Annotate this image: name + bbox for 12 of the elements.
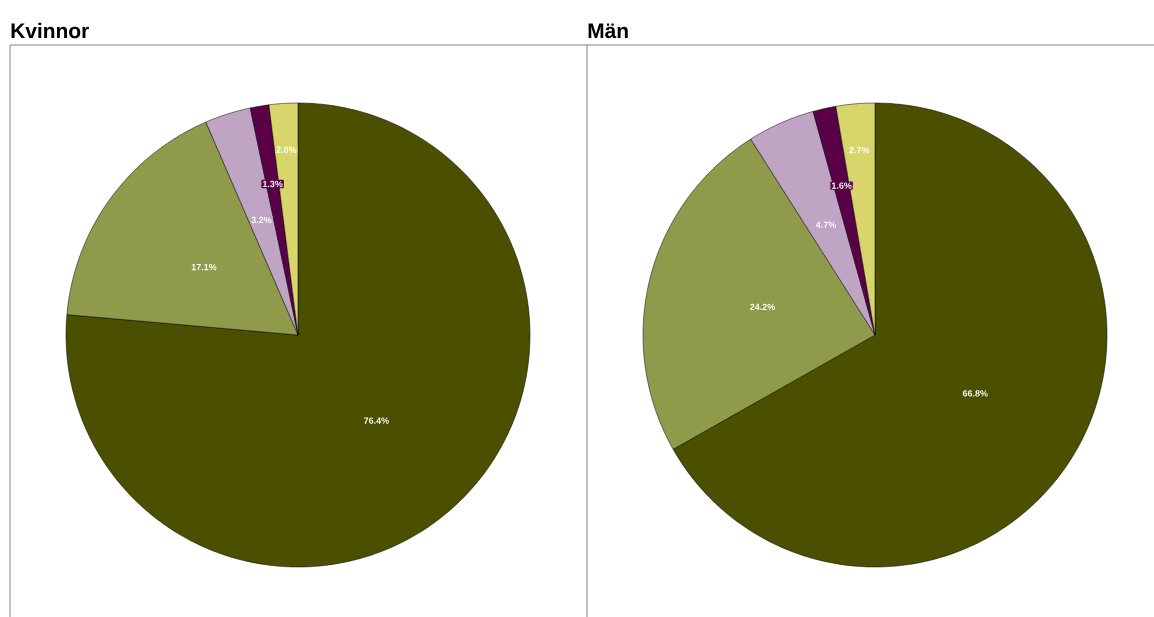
data-label: 1.6% xyxy=(831,182,852,189)
data-label: 17.1% xyxy=(191,263,217,271)
data-label: 4.7% xyxy=(815,221,837,228)
chart-title: Män xyxy=(588,23,628,39)
data-label: 1.3% xyxy=(262,180,283,188)
data-label: 3.2% xyxy=(251,216,272,224)
chart-title: Kvinnor xyxy=(11,22,89,39)
data-label: 2.0% xyxy=(276,146,297,153)
data-label: 24.2% xyxy=(750,303,775,311)
data-label: 2.7% xyxy=(849,146,870,154)
data-label: 76.4% xyxy=(364,417,389,424)
data-label: 66.8% xyxy=(962,390,988,397)
